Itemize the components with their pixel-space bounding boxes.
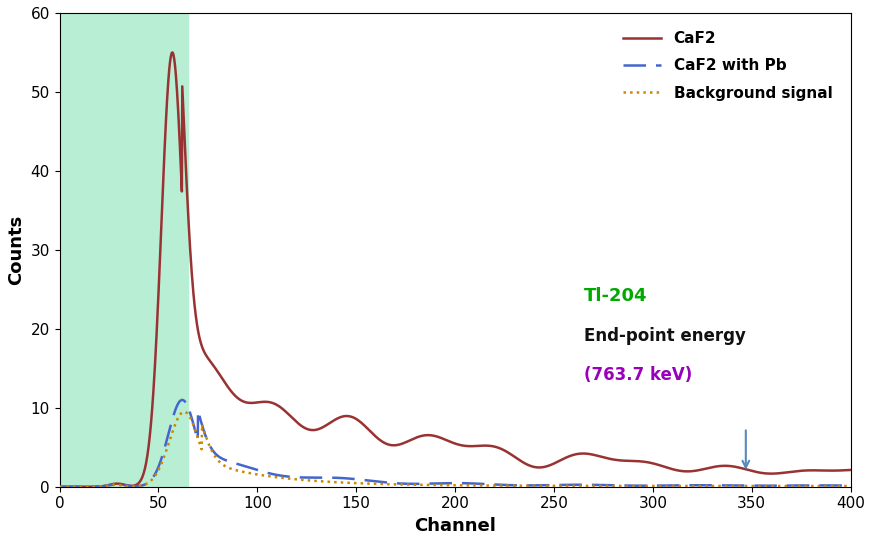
Background signal — [823, 483, 834, 489]
CaF2 with Pb — [678, 482, 688, 488]
CaF2 with Pb — [95, 483, 106, 490]
Bar — [59, 13, 188, 487]
CaF2 — [823, 467, 834, 474]
Background signal — [419, 482, 429, 488]
CaF2 with Pb — [439, 480, 450, 487]
Background signal — [95, 483, 106, 490]
CaF2 — [54, 483, 65, 490]
CaF2 with Pb — [54, 483, 65, 490]
Background signal — [822, 483, 833, 489]
CaF2 — [95, 483, 106, 490]
Background signal — [678, 483, 688, 489]
CaF2 — [439, 436, 450, 443]
CaF2 with Pb — [177, 397, 187, 403]
Background signal — [439, 482, 450, 488]
Line: CaF2 with Pb: CaF2 with Pb — [59, 400, 850, 487]
CaF2 — [167, 49, 178, 56]
Line: CaF2: CaF2 — [59, 53, 850, 487]
Text: End-point energy: End-point energy — [583, 327, 746, 345]
Y-axis label: Counts: Counts — [7, 215, 25, 285]
Background signal — [54, 483, 65, 490]
Legend: CaF2, CaF2 with Pb, Background signal: CaF2, CaF2 with Pb, Background signal — [612, 21, 843, 112]
Background signal — [179, 409, 189, 415]
Text: (763.7 keV): (763.7 keV) — [583, 366, 691, 384]
CaF2 — [419, 432, 429, 438]
CaF2 with Pb — [823, 482, 834, 489]
Text: Tl-204: Tl-204 — [583, 287, 647, 305]
Line: Background signal: Background signal — [59, 412, 850, 487]
CaF2 with Pb — [845, 482, 855, 489]
X-axis label: Channel: Channel — [414, 517, 496, 535]
CaF2 with Pb — [822, 482, 833, 489]
Background signal — [845, 483, 855, 489]
CaF2 — [678, 468, 688, 474]
CaF2 — [845, 467, 855, 473]
CaF2 with Pb — [419, 481, 429, 487]
CaF2 — [822, 467, 833, 474]
